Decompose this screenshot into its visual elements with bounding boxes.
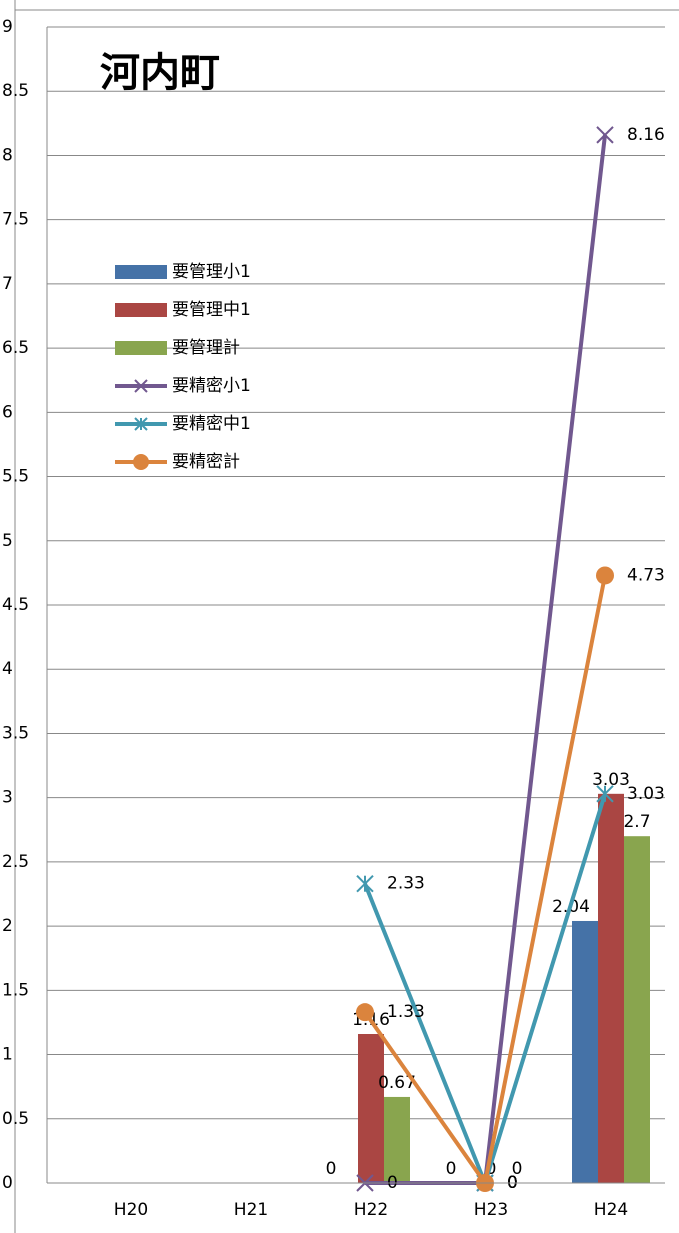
legend-label: 要管理中1 (172, 300, 251, 320)
y-tick-label: 9 (2, 17, 13, 37)
legend-marker (134, 417, 148, 431)
y-tick-label: 7 (2, 274, 13, 294)
bar (624, 836, 650, 1183)
data-label: 8.16 (627, 125, 665, 145)
x-tick-label: H21 (234, 1200, 268, 1220)
legend-swatch (115, 341, 167, 355)
y-tick-label: 4 (2, 659, 13, 679)
data-label: 0 (446, 1159, 457, 1179)
data-label: 3.03 (627, 784, 665, 804)
y-tick-label: 5 (2, 531, 13, 551)
legend-marker (133, 454, 149, 470)
y-tick-label: 6.5 (2, 338, 29, 358)
y-tick-label: 1.5 (2, 980, 29, 1000)
y-tick-label: 3.5 (2, 723, 29, 743)
line-marker (356, 1003, 374, 1022)
line-marker (356, 875, 374, 893)
y-tick-label: 1 (2, 1045, 13, 1065)
legend-label: 要管理小1 (172, 262, 251, 282)
data-label: 4.73 (627, 565, 665, 585)
data-label: 3.03 (592, 770, 630, 790)
legend-swatch (115, 303, 167, 317)
y-tick-label: 3 (2, 788, 13, 808)
y-tick-label: 8 (2, 145, 13, 165)
legend-label: 要管理計 (172, 338, 240, 358)
y-tick-label: 0 (2, 1173, 13, 1193)
chart-title: 河内町 (100, 50, 220, 96)
line-marker (596, 566, 614, 585)
data-label: 0 (512, 1159, 523, 1179)
marker-part (134, 379, 148, 393)
y-tick-label: 6 (2, 402, 13, 422)
data-label: 2.7 (623, 812, 650, 832)
y-tick-label: 2.5 (2, 852, 29, 872)
legend-label: 要精密中1 (172, 414, 251, 434)
marker-part (596, 126, 614, 144)
data-label: 1.33 (387, 1002, 425, 1022)
data-label: 2.33 (387, 874, 425, 894)
bar (384, 1096, 410, 1183)
y-tick-label: 5.5 (2, 467, 29, 487)
bar (358, 1034, 384, 1183)
bar (572, 920, 598, 1183)
legend-swatch (115, 265, 167, 279)
line-marker (596, 785, 614, 803)
x-tick-label: H24 (594, 1200, 628, 1220)
y-tick-label: 2 (2, 916, 13, 936)
series-line (365, 134, 607, 1185)
y-tick-label: 8.5 (2, 81, 29, 101)
legend-label: 要精密小1 (172, 376, 251, 396)
y-tick-label: 4.5 (2, 595, 29, 615)
x-tick-label: H20 (114, 1200, 148, 1220)
line-marker (596, 126, 614, 144)
bar (598, 793, 624, 1183)
data-label: 0.67 (378, 1073, 416, 1093)
x-tick-label: H23 (474, 1200, 508, 1220)
data-label: 0 (326, 1159, 337, 1179)
y-tick-label: 0.5 (2, 1109, 29, 1129)
legend-label: 要精密計 (172, 452, 240, 472)
y-tick-label: 7.5 (2, 210, 29, 230)
x-tick-label: H22 (354, 1200, 388, 1220)
legend-marker (134, 379, 148, 393)
